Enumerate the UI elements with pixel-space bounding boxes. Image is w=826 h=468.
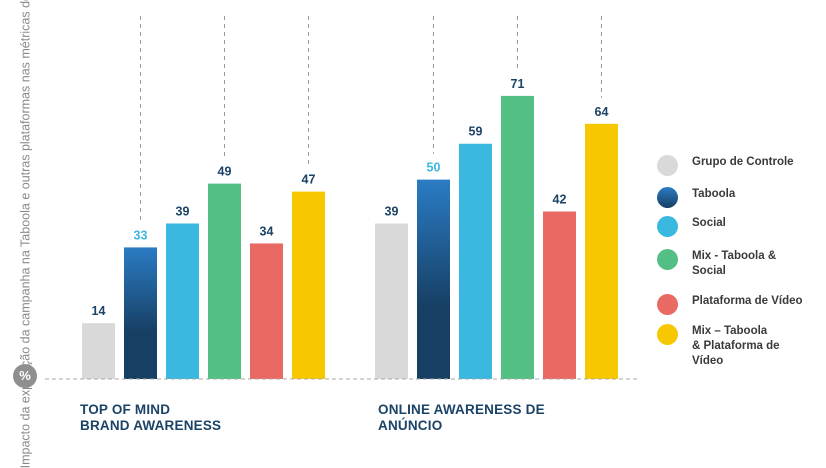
bar-mix-taboola-plataforma-de-video-1 — [585, 123, 618, 379]
legend-label: Plataforma de Vídeo — [692, 295, 803, 307]
legend-item-mix-taboola-plataforma-de-video: Mix – Taboola & Plataforma de Vídeo — [657, 324, 822, 369]
value-label-taboola-0: 33 — [134, 228, 148, 242]
legend-item-social: Social — [657, 216, 822, 237]
value-label-mix-taboola-social-1: 71 — [511, 77, 525, 91]
legend-item-grupo-de-controle: Grupo de Controle — [657, 155, 822, 176]
bar-social-0 — [166, 223, 199, 379]
value-label-social-1: 59 — [469, 125, 483, 139]
bar-plataforma-de-video-0 — [250, 243, 283, 379]
value-label-grupo-de-controle-0: 14 — [92, 304, 106, 318]
legend-swatch — [657, 294, 678, 315]
legend-swatch — [657, 249, 678, 270]
legend-label: Taboola — [692, 188, 736, 200]
legend-label: Mix – Taboola & Plataforma de Vídeo — [692, 325, 780, 367]
bar-mix-taboola-social-1 — [501, 95, 534, 379]
legend-label: Grupo de Controle — [692, 156, 794, 168]
percent-icon: % — [13, 364, 37, 388]
category-label-top-of-mind: TOP OF MIND BRAND AWARENESS — [80, 402, 222, 433]
value-label-mix-taboola-plataforma-de-video-0: 47 — [302, 173, 316, 187]
bar-social-1 — [459, 143, 492, 379]
bar-mix-taboola-plataforma-de-video-0 — [292, 191, 325, 379]
value-label-social-0: 39 — [176, 204, 190, 218]
legend-label: Mix - Taboola & Social — [692, 250, 777, 277]
value-label-taboola-1: 50 — [427, 161, 441, 175]
bar-mix-taboola-social-0 — [208, 183, 241, 379]
legend-item-mix-taboola-social: Mix - Taboola & Social — [657, 249, 822, 279]
bar-taboola-1 — [417, 179, 450, 379]
legend-swatch — [657, 324, 678, 345]
legend-item-plataforma-de-video: Plataforma de Vídeo — [657, 294, 822, 315]
value-label-grupo-de-controle-1: 39 — [385, 204, 399, 218]
legend-item-taboola: Taboola — [657, 187, 822, 208]
bar-grupo-de-controle-1 — [375, 223, 408, 379]
category-label-online-awareness: ONLINE AWARENESS DE ANÚNCIO — [378, 402, 545, 433]
legend-swatch — [657, 155, 678, 176]
legend-swatch — [657, 187, 678, 208]
legend-label: Social — [692, 217, 726, 229]
bar-taboola-0 — [124, 247, 157, 379]
value-label-plataforma-de-video-1: 42 — [553, 193, 567, 207]
bar-plataforma-de-video-1 — [543, 211, 576, 379]
value-label-mix-taboola-plataforma-de-video-1: 64 — [595, 105, 609, 119]
bar-chart: 14 39 33 50 39 59 49 71 34 42 47 64 — [45, 16, 640, 380]
legend-swatch — [657, 216, 678, 237]
bar-grupo-de-controle-0 — [82, 323, 115, 379]
value-label-plataforma-de-video-0: 34 — [260, 224, 274, 238]
value-label-mix-taboola-social-0: 49 — [218, 165, 232, 179]
